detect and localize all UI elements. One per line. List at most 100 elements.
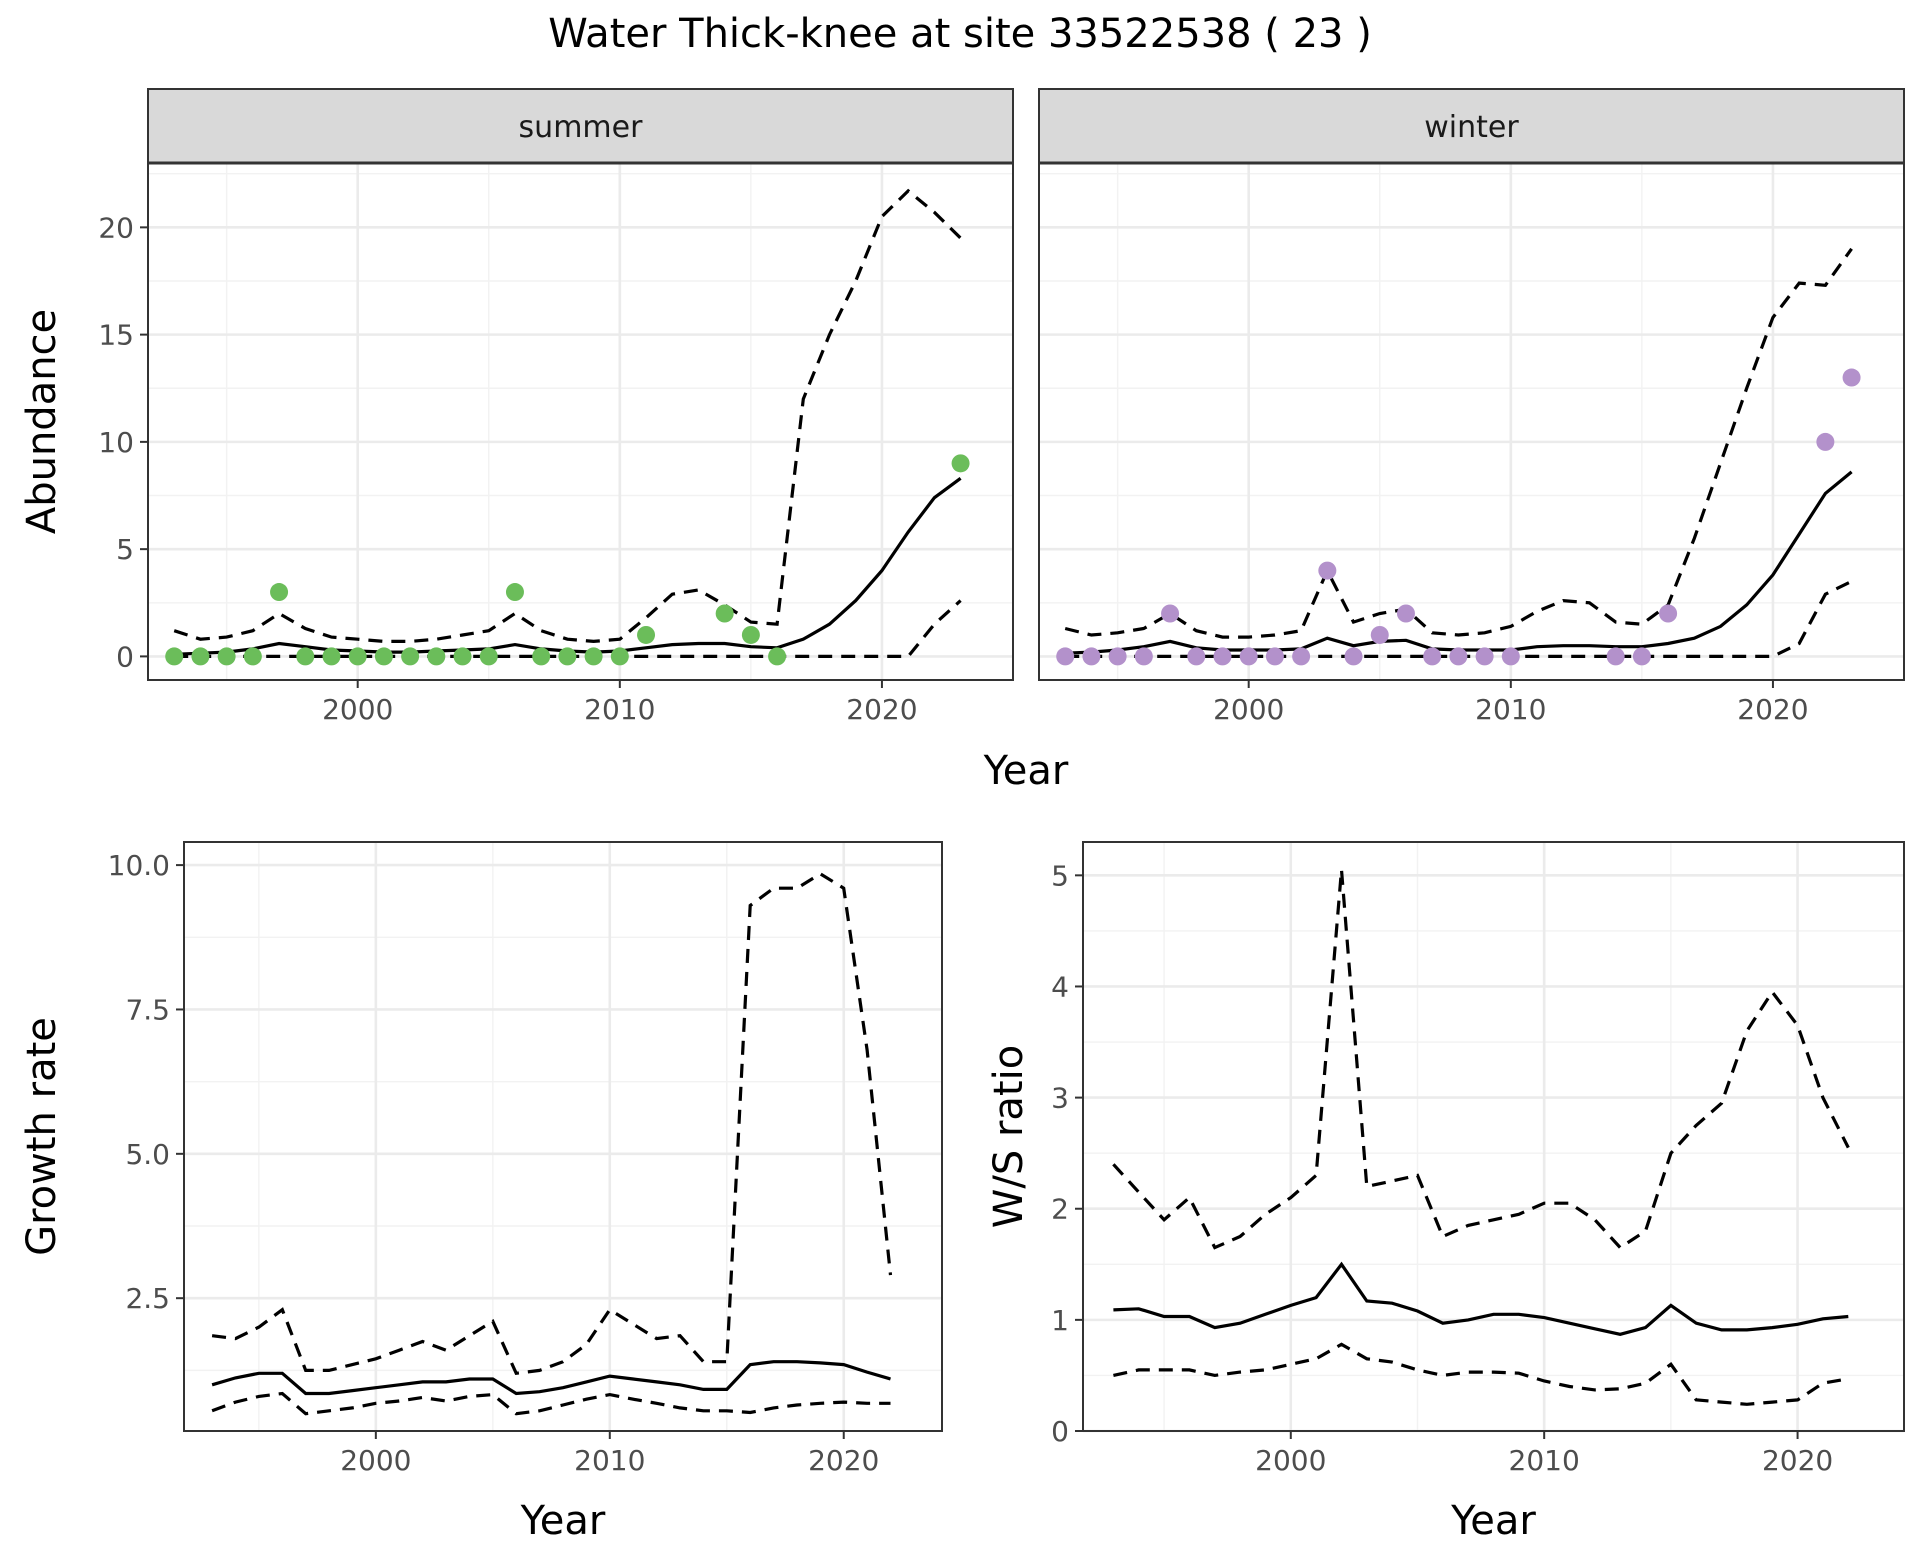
y-tick-label: 10.0 [108, 849, 170, 882]
observed-point [1632, 647, 1651, 666]
upper-bound-line [211, 871, 893, 1376]
observed-point [584, 647, 603, 666]
chart-panel-4: 2000 2010 2020 0 1 2 3 4 5 W/S ratio Year [986, 841, 1905, 1544]
observed-point [1606, 647, 1625, 666]
y-axis-title: Abundance [19, 309, 65, 534]
x-tick-label: 2020 [846, 693, 917, 726]
observed-point [610, 647, 629, 666]
chart-panel-2: winter 2000 2010 2020 [1038, 88, 1905, 726]
fitted-line [211, 1360, 891, 1396]
y-axis-title: Growth rate [19, 1017, 65, 1256]
y-tick-label: 0 [1051, 1415, 1069, 1448]
x-tick-label: 2010 [584, 693, 655, 726]
lower-bound-line [1113, 1342, 1849, 1406]
observed-point [1659, 604, 1678, 623]
observed-point [1475, 647, 1494, 666]
panel-border [1082, 841, 1905, 1432]
observed-point [1370, 625, 1389, 644]
y-tick-label: 5.0 [125, 1138, 170, 1171]
observed-point [1265, 647, 1284, 666]
observed-point [1344, 647, 1363, 666]
y-tick-label: 0 [116, 640, 134, 673]
y-tick-label: 2 [1051, 1193, 1069, 1226]
x-tick-label: 2010 [1475, 693, 1546, 726]
observed-point [270, 583, 289, 602]
observed-point [505, 583, 524, 602]
observed-point [217, 647, 236, 666]
y-tick-label: 3 [1051, 1082, 1069, 1115]
observed-point [558, 647, 577, 666]
observed-point [1056, 647, 1075, 666]
x-tick-label: 2010 [574, 1444, 645, 1477]
observed-point [1161, 604, 1180, 623]
y-axis-title: W/S ratio [986, 1045, 1032, 1228]
observed-point [322, 647, 341, 666]
observed-point [1396, 604, 1415, 623]
observed-point [1816, 432, 1835, 451]
facet-label: winter [1424, 110, 1519, 145]
facet-strip [147, 88, 1014, 164]
y-tick-label: 10 [98, 426, 134, 459]
x-tick-label: 2020 [1737, 693, 1808, 726]
y-tick-label: 7.5 [125, 993, 170, 1026]
fitted-line [1113, 1261, 1849, 1336]
x-tick-label: 2000 [1213, 693, 1284, 726]
y-tick-label: 2.5 [125, 1282, 170, 1315]
observed-point [637, 625, 656, 644]
x-tick-label: 2000 [322, 693, 393, 726]
observed-point [1318, 561, 1337, 580]
x-tick-label: 2000 [340, 1444, 411, 1477]
observed-point [1423, 647, 1442, 666]
y-tick-label: 20 [98, 211, 134, 244]
observed-point [1082, 647, 1101, 666]
x-tick-label: 2020 [808, 1444, 879, 1477]
observed-point [296, 647, 315, 666]
x-tick-label: 2020 [1762, 1444, 1833, 1477]
observed-point [453, 647, 472, 666]
chart-panel-3: 2000 2010 2020 2.5 5.0 7.5 10.0 Growth rate Year [19, 841, 943, 1544]
observed-point [191, 647, 210, 666]
x-tick-label: 2010 [1509, 1444, 1580, 1477]
x-axis-title: Year [1450, 1498, 1536, 1544]
panel-border [183, 841, 943, 1432]
observed-point [715, 604, 734, 623]
observed-point [479, 647, 498, 666]
x-axis-title-shared: Year [983, 748, 1069, 794]
observed-point [427, 647, 446, 666]
observed-point [401, 647, 420, 666]
y-tick-label: 4 [1051, 970, 1069, 1003]
observed-point [951, 454, 970, 473]
observed-point [1449, 647, 1468, 666]
upper-bound-line [1064, 247, 1853, 639]
y-tick-label: 15 [98, 319, 134, 352]
observed-point [374, 647, 393, 666]
observed-point [1501, 647, 1520, 666]
y-tick-label: 5 [116, 533, 134, 566]
observed-point [532, 647, 551, 666]
upper-bound-line [173, 188, 962, 644]
observed-point [348, 647, 367, 666]
y-tick-label: 1 [1051, 1304, 1069, 1337]
observed-point [243, 647, 262, 666]
y-tick-label: 5 [1051, 859, 1069, 892]
observed-point [1108, 647, 1127, 666]
observed-point [768, 647, 787, 666]
observed-point [1213, 647, 1232, 666]
upper-bound-line [1112, 869, 1850, 1250]
observed-point [1187, 647, 1206, 666]
observed-point [165, 647, 184, 666]
x-axis-title: Year [520, 1498, 606, 1544]
observed-point [1239, 647, 1258, 666]
facet-label: summer [519, 110, 644, 145]
observed-point [1292, 647, 1311, 666]
observed-point [1842, 368, 1861, 387]
x-tick-label: 2000 [1255, 1444, 1326, 1477]
observed-point [1134, 647, 1153, 666]
figure-title: Water Thick-knee at site 33522538 ( 23 ) [548, 11, 1372, 57]
chart-panel-1: summer 2000 2010 2020 0 5 10 15 20 Abundance [19, 88, 1014, 726]
facet-strip [1038, 88, 1905, 164]
lower-bound-line [211, 1391, 891, 1416]
